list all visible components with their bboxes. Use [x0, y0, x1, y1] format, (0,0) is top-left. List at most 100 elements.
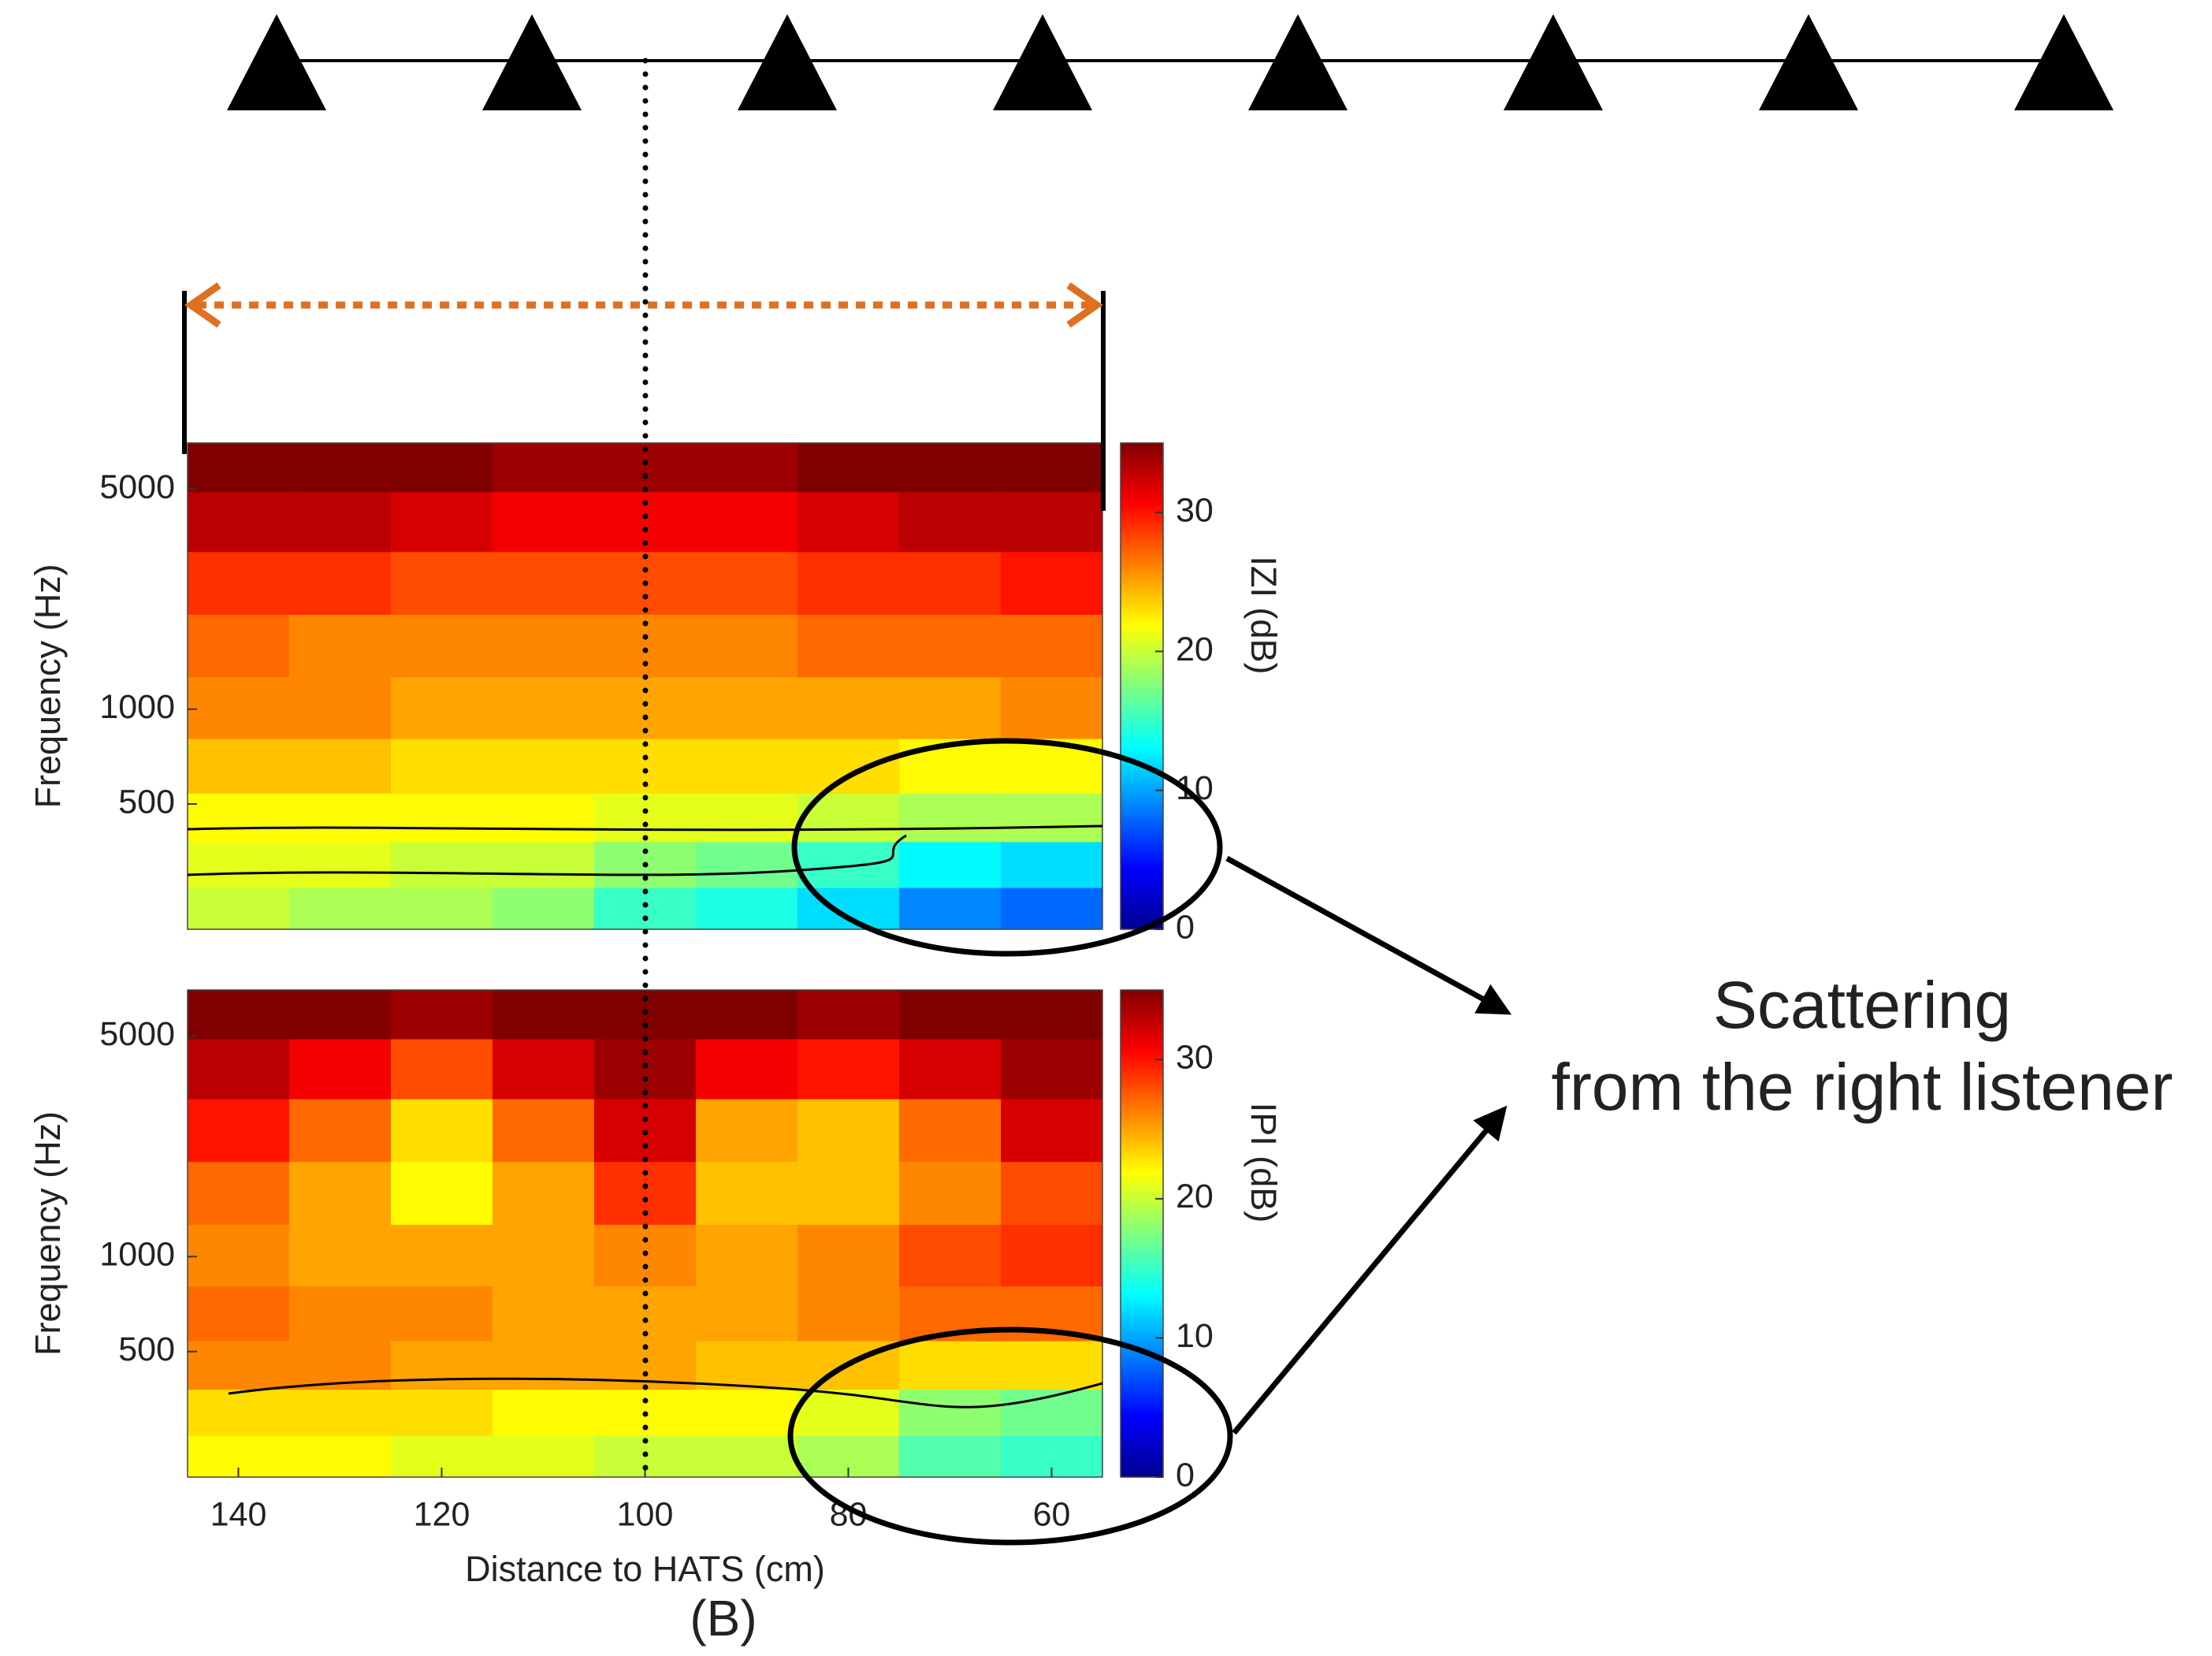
heatmap-cell — [493, 793, 595, 843]
heatmap-cell — [797, 1389, 900, 1436]
colorbar-tick-label: 0 — [1176, 1456, 1195, 1494]
pointer-arrow — [1225, 855, 1512, 1015]
heatmap-cell — [899, 1341, 1002, 1390]
heatmap-cell — [391, 990, 493, 1040]
heatmap-cell — [493, 1224, 595, 1287]
heatmap-cell — [899, 1161, 1002, 1225]
heatmap-cell — [594, 793, 697, 843]
heatmap-cell — [1001, 1341, 1103, 1390]
heatmap-cell — [797, 1286, 900, 1342]
heatmap-cell — [289, 888, 392, 930]
heatmap-cell — [1001, 614, 1103, 678]
colorbar-label: IZI (dB) — [1244, 556, 1284, 674]
speaker — [2014, 14, 2113, 110]
heatmap-cell — [289, 676, 392, 739]
heatmap-cell — [1001, 551, 1103, 615]
heatmap-cell — [188, 739, 290, 794]
heatmap-cell — [696, 990, 798, 1040]
heatmap-cell — [493, 1286, 595, 1342]
colorbar-tick-label: 0 — [1176, 908, 1195, 946]
x-tick-label: 60 — [1033, 1495, 1071, 1533]
heatmap-cell — [899, 888, 1002, 930]
heatmap-cell — [797, 1161, 900, 1225]
heatmap-cell — [1001, 990, 1103, 1040]
heatmap-cell — [391, 793, 493, 843]
heatmap-cell — [493, 443, 595, 493]
colorbar — [1120, 989, 1164, 1478]
panel-label: (B) — [690, 1590, 757, 1647]
heatmap-cell — [899, 841, 1002, 888]
heatmap-cell — [493, 1161, 595, 1225]
heatmap-cell — [188, 1099, 290, 1163]
heatmap-cell — [696, 1286, 798, 1342]
heatmap-cell — [899, 1224, 1002, 1287]
heatmap-cell — [188, 614, 290, 678]
annotation: from the right listener — [1552, 1050, 2173, 1124]
heatmap-cell — [797, 614, 900, 678]
speaker — [482, 14, 582, 110]
heatmap-cell — [289, 1286, 392, 1342]
speaker — [1248, 14, 1348, 110]
heatmap-cell — [1001, 888, 1103, 930]
colorbar-tick-label: 10 — [1176, 1317, 1214, 1355]
heatmap-cell — [188, 1286, 290, 1342]
heatmap-cell — [696, 1435, 798, 1478]
heatmap-cell — [1001, 793, 1103, 843]
heatmap-cell — [696, 1039, 798, 1100]
heatmap-cell — [594, 1039, 697, 1100]
heatmap-cell — [289, 990, 392, 1040]
heatmap-cell — [289, 1224, 392, 1287]
heatmap-cell — [289, 551, 392, 615]
heatmap-cell — [1001, 1099, 1103, 1163]
heatmap-cell — [797, 1039, 900, 1100]
heatmap-cell — [1001, 1161, 1103, 1225]
heatmap-cell — [188, 491, 290, 553]
heatmap-cell — [493, 888, 595, 930]
heatmap-cell — [188, 793, 290, 843]
heatmap-cell — [391, 1099, 493, 1163]
heatmap-cell — [899, 614, 1002, 678]
heatmap-cell — [391, 676, 493, 739]
heatmap-cell — [696, 614, 798, 678]
heatmap-cell — [391, 1389, 493, 1436]
heatmap-cell — [289, 1099, 392, 1163]
x-tick-label: 140 — [210, 1495, 267, 1533]
heatmap-cell — [1001, 491, 1103, 553]
heatmap-cell — [391, 1341, 493, 1390]
y-axis-label: Frequency (Hz) — [28, 1111, 68, 1356]
heatmap-cell — [493, 990, 595, 1040]
heatmap-cell — [188, 1341, 290, 1390]
heatmap-cell — [289, 841, 392, 888]
heatmap-cell — [797, 1224, 900, 1287]
contour-line — [187, 824, 1103, 832]
contour-line — [228, 1377, 1103, 1409]
colorbar-tick-label: 30 — [1176, 1039, 1214, 1077]
highlight-ellipse — [791, 738, 1223, 957]
heatmap-cell — [391, 1286, 493, 1342]
heatmap-cell — [899, 1039, 1002, 1100]
heatmap-cell — [391, 1161, 493, 1225]
contour-line — [187, 834, 907, 876]
colorbar-tick-label: 20 — [1176, 1178, 1214, 1215]
heatmap-cell — [797, 491, 900, 553]
heatmap-cell — [188, 1224, 290, 1287]
heatmap-cell — [493, 1389, 595, 1436]
heatmap-cell — [696, 1161, 798, 1225]
heatmap-cell — [188, 990, 290, 1040]
heatmap-cell — [899, 443, 1002, 493]
speaker — [1759, 14, 1858, 110]
heatmap-cell — [391, 888, 493, 930]
y-tick-label: 1000 — [99, 688, 175, 726]
heatmap-cell — [289, 1389, 392, 1436]
heatmap-cell — [1001, 1039, 1103, 1100]
speaker — [227, 14, 326, 110]
heatmap — [188, 990, 1103, 1478]
heatmap-cell — [696, 1224, 798, 1287]
highlight-ellipse — [787, 1327, 1233, 1546]
heatmap-cell — [391, 739, 493, 794]
heatmap-cell — [289, 491, 392, 553]
heatmap-cell — [696, 551, 798, 615]
heatmap-cell — [493, 739, 595, 794]
